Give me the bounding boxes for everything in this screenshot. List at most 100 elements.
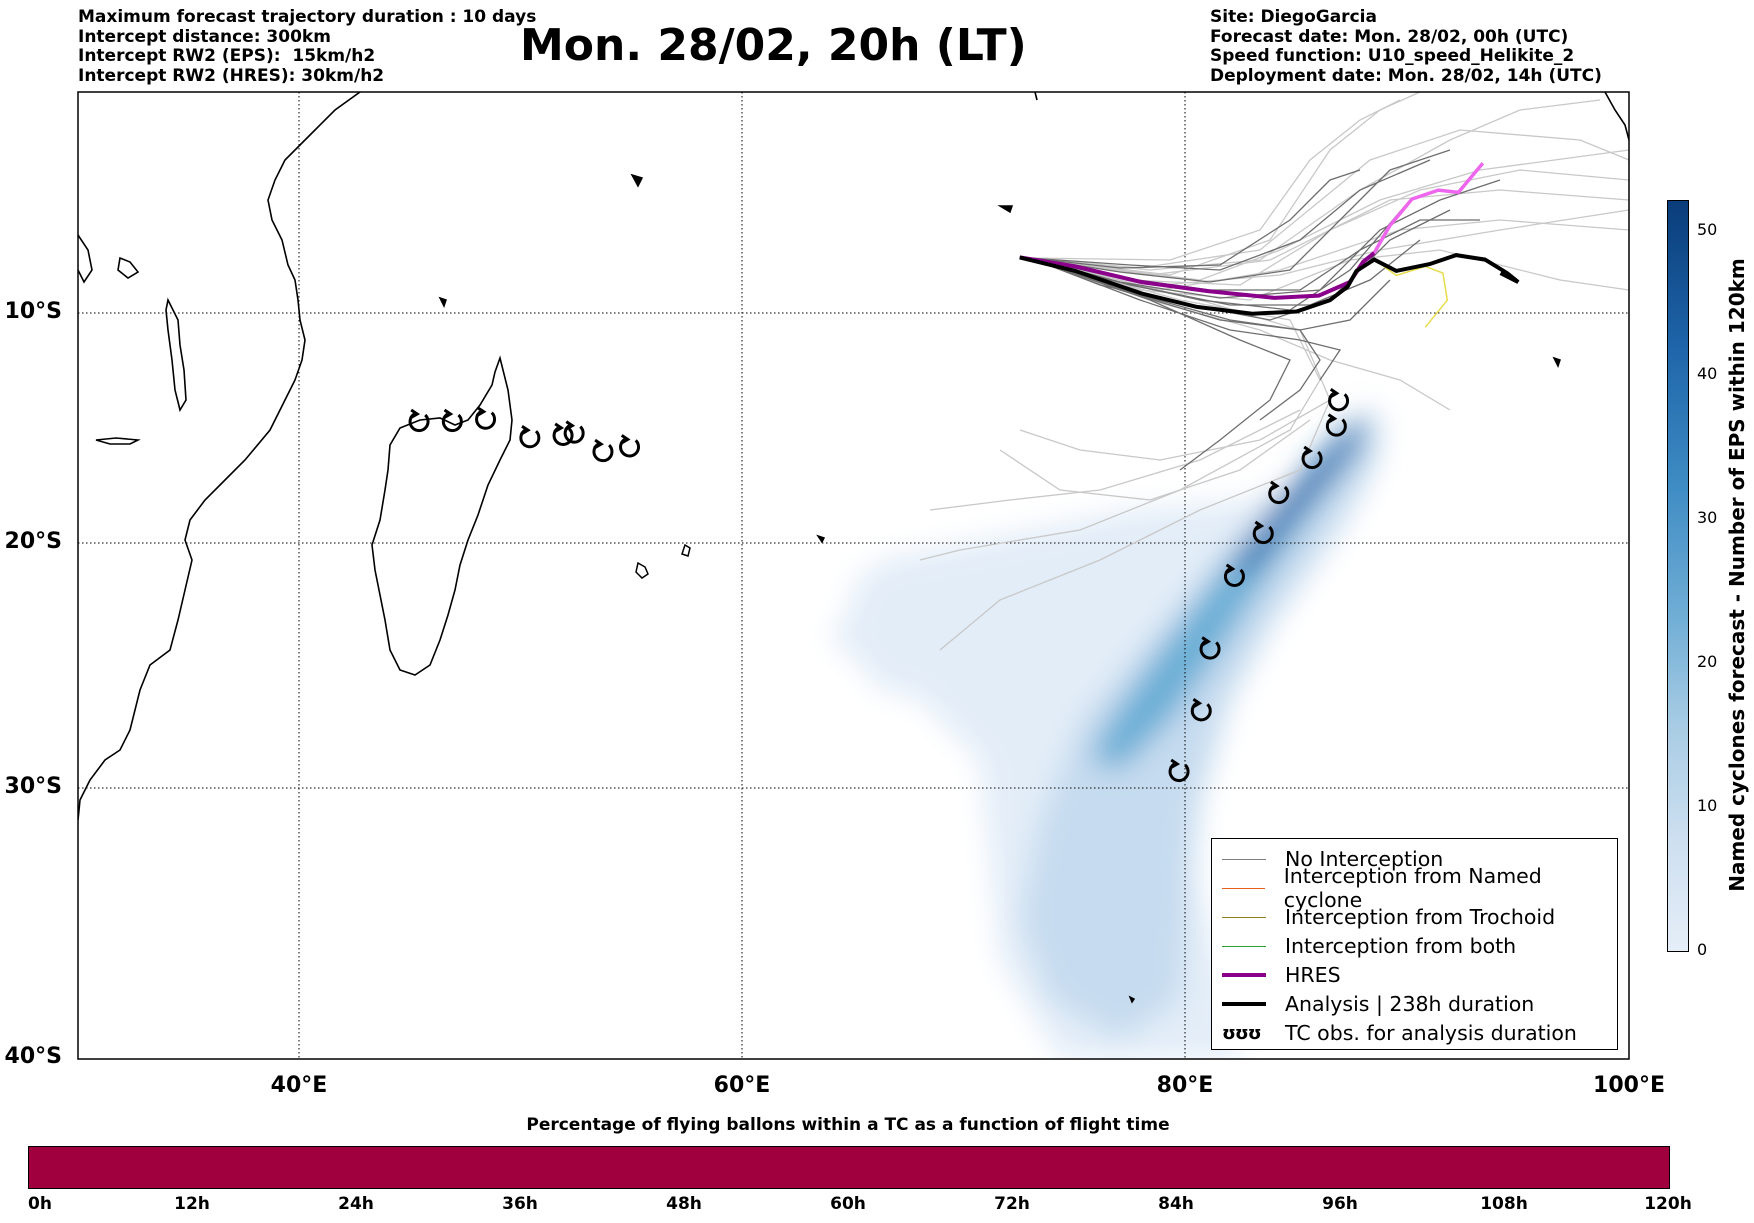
gridlines <box>78 92 1629 1059</box>
intercept-hres-text: Intercept RW2 (HRES): 30km/h2 <box>78 65 385 86</box>
legend-label: Interception from both <box>1285 934 1517 958</box>
ensemble-track <box>1029 159 1431 271</box>
legend-swatch-gray <box>1222 858 1266 860</box>
progress-tick-label: 12h <box>174 1194 210 1214</box>
amsterdam-islet <box>1128 995 1136 1004</box>
ensemble-track <box>999 419 1311 501</box>
density-mid <box>1020 405 1380 1040</box>
deployment-date-text: Deployment date: Mon. 28/02, 14h (UTC) <box>1210 65 1602 86</box>
reunion-island <box>681 543 691 557</box>
header-left: Maximum forecast trajectory duration : 1… <box>78 7 537 86</box>
tc-obs-marker <box>592 438 614 463</box>
progress-tick-label: 24h <box>338 1194 374 1214</box>
legend-item-tc-obs: ʊʊʊ TC obs. for analysis duration <box>1222 1021 1577 1045</box>
ensemble-track <box>1019 399 1331 461</box>
intercept-distance-text: Intercept distance: 300km <box>78 26 331 47</box>
tc-obs-marker <box>1325 413 1347 437</box>
max-duration-text: Maximum forecast trajectory duration : 1… <box>78 7 537 27</box>
small-islands <box>438 173 1561 1004</box>
colorbar-tick: 0 <box>1697 940 1708 959</box>
progress-bar-fill <box>29 1147 1669 1188</box>
tc-obs-marker <box>552 422 574 446</box>
tc-obs-marker <box>619 434 641 458</box>
mayotte-islet <box>438 296 447 308</box>
colorbar-tick: 30 <box>1697 508 1718 527</box>
legend-item-analysis: Analysis | 238h duration <box>1222 992 1534 1016</box>
ensemble-track <box>1029 257 1291 471</box>
progress-tick-label: 48h <box>666 1194 702 1214</box>
ensemble-track <box>1029 169 1361 269</box>
tc-obs-marker <box>475 406 497 430</box>
ensemble-track <box>929 409 1301 511</box>
map-legend: No Interception Interception from Named … <box>1211 838 1618 1050</box>
lon-label-80e: 80°E <box>1156 1073 1214 1098</box>
legend-item-no-interception: No Interception <box>1222 847 1443 871</box>
progress-tick-label: 96h <box>1322 1194 1358 1214</box>
progress-bar-title: Percentage of flying ballons within a TC… <box>526 1115 1170 1135</box>
africa-coastline <box>78 92 361 821</box>
progress-bar <box>28 1146 1670 1189</box>
sri-lanka-coast <box>1604 92 1629 141</box>
maldives-islet <box>1034 92 1038 101</box>
tc-symbol-icon: ʊʊʊ <box>1222 1022 1262 1044</box>
legend-label: Interception from Named cyclone <box>1283 864 1542 912</box>
legend-label: TC obs. for analysis duration <box>1285 1021 1577 1045</box>
ensemble-track <box>1029 149 1629 281</box>
progress-tick-label: 60h <box>830 1194 866 1214</box>
legend-item-both: Interception from both <box>1222 934 1516 958</box>
speed-function-text: Speed function: U10_speed_Helikite_2 <box>1210 46 1575 66</box>
tc-obs-marker <box>1301 445 1323 470</box>
trochoid-track <box>1373 258 1449 328</box>
hres-track-extension <box>1372 162 1485 254</box>
forecast-date-text: Forecast date: Mon. 28/02, 00h (UTC) <box>1210 26 1569 47</box>
progress-tick-label: 36h <box>502 1194 538 1214</box>
tc-obs-marker <box>563 420 585 444</box>
ensemble-tracks <box>919 92 1629 651</box>
lake-victoria <box>117 256 140 279</box>
legend-swatch-purple <box>1222 973 1266 977</box>
ensemble-track <box>1029 99 1401 261</box>
legend-label: Interception from Trochoid <box>1285 905 1556 929</box>
progress-tick-label: 120h <box>1644 1194 1692 1214</box>
forecast-tracks <box>1019 162 1520 328</box>
legend-swatch-orange <box>1222 887 1265 889</box>
lon-label-40e: 40°E <box>270 1073 328 1098</box>
tc-obs-marker <box>1199 636 1221 660</box>
tc-obs-marker <box>1190 698 1212 722</box>
density-ring <box>840 570 960 700</box>
mauritius-island <box>635 561 649 579</box>
colorbar-tick: 10 <box>1697 796 1718 815</box>
ensemble-track <box>1029 179 1501 299</box>
lat-label-30s: 30°S <box>4 774 62 799</box>
coastlines <box>78 92 1629 821</box>
tc-observations <box>408 388 1350 783</box>
progress-tick-label: 84h <box>1158 1194 1194 1214</box>
lake-kariba <box>95 437 141 445</box>
tc-obs-marker <box>1252 520 1274 545</box>
legend-item-named-cyclone: Interception from Named cyclone <box>1222 864 1617 912</box>
ensemble-track <box>1029 149 1451 283</box>
colorbar-label: Named cyclones forecast - Number of EPS … <box>1725 258 1749 892</box>
lon-label-100e: 100°E <box>1593 1073 1665 1098</box>
colorbar-tick: 40 <box>1697 364 1718 383</box>
progress-tick-label: 108h <box>1480 1194 1528 1214</box>
analysis-track <box>1019 253 1520 316</box>
main-title: Mon. 28/02, 20h (LT) <box>520 20 1027 71</box>
map-frame <box>77 91 1630 1060</box>
progress-tick-label: 0h <box>28 1194 52 1214</box>
lat-label-40s: 40°S <box>4 1044 62 1069</box>
legend-swatch-black <box>1222 1002 1266 1006</box>
legend-swatch-green <box>1222 945 1266 947</box>
header-right: Site: DiegoGarcia Forecast date: Mon. 28… <box>1210 7 1602 86</box>
colorbar-tick: 50 <box>1697 220 1718 239</box>
legend-label: Analysis | 238h duration <box>1285 992 1535 1016</box>
tc-obs-marker <box>1168 758 1190 783</box>
tc-obs-marker <box>519 424 541 449</box>
lat-label-10s: 10°S <box>4 299 62 324</box>
ensemble-density <box>830 405 1390 1059</box>
density-core <box>1230 415 1360 575</box>
lon-label-60e: 60°E <box>713 1073 771 1098</box>
tc-obs-marker <box>408 408 430 433</box>
site-text: Site: DiegoGarcia <box>1210 7 1377 27</box>
ensemble-track <box>919 257 1321 561</box>
